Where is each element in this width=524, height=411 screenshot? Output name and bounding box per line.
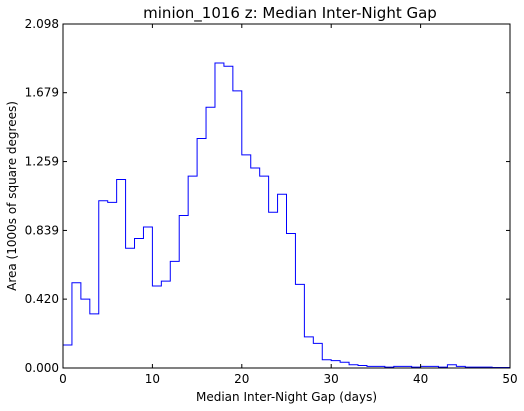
chart-title: minion_1016 z: Median Inter-Night Gap bbox=[143, 4, 437, 23]
x-tick-label: 30 bbox=[324, 372, 339, 386]
histogram-step-line bbox=[62, 62, 510, 369]
y-axis-label: Area (1000s of square degrees) bbox=[5, 101, 19, 291]
x-tick-label: 50 bbox=[502, 372, 517, 386]
y-tick-label: 0.420 bbox=[25, 292, 59, 306]
x-tick-label: 0 bbox=[59, 372, 67, 386]
y-tick-label: 1.679 bbox=[25, 86, 59, 100]
y-tick-label: 0.000 bbox=[25, 361, 59, 375]
x-ticks: 0 10 20 30 40 50 bbox=[59, 24, 518, 386]
y-tick-label: 1.259 bbox=[25, 155, 59, 169]
x-axis-label: Median Inter-Night Gap (days) bbox=[196, 390, 377, 404]
x-tick-label: 20 bbox=[234, 372, 249, 386]
plot-frame bbox=[62, 23, 511, 369]
y-tick-label: 0.839 bbox=[25, 223, 59, 237]
y-tick-label: 2.098 bbox=[25, 17, 59, 31]
plot-area bbox=[62, 62, 510, 369]
x-tick-label: 40 bbox=[413, 372, 428, 386]
y-ticks: 0.000 0.420 0.839 1.259 1.679 2.098 bbox=[25, 17, 510, 375]
x-tick-label: 10 bbox=[145, 372, 160, 386]
